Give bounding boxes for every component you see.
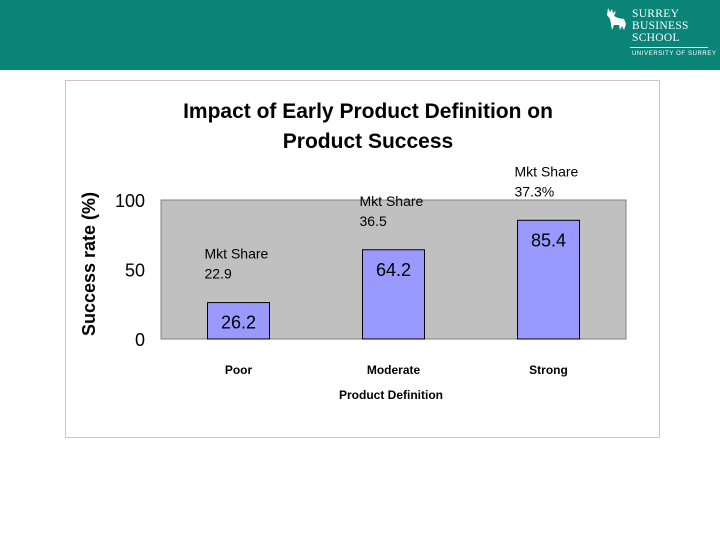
annotation-value: 36.5	[360, 213, 387, 229]
x-axis-label: Product Definition	[339, 388, 443, 402]
annotation-title: Mkt Share	[205, 246, 269, 262]
logo-divider	[630, 47, 708, 48]
annotation-title: Mkt Share	[360, 193, 424, 209]
chart-frame: Impact of Early Product Definition on Pr…	[65, 80, 660, 438]
stag-icon	[607, 8, 626, 30]
y-axis-label: Success rate (%)	[79, 192, 99, 336]
bar	[207, 302, 270, 340]
bar-value-label: 26.2	[221, 313, 256, 333]
x-tick-label: Poor	[225, 363, 253, 377]
header-bar: SURREY BUSINESS SCHOOL UNIVERSITY OF SUR…	[0, 0, 720, 70]
annotation-value: 22.9	[205, 266, 232, 282]
bar-value-label: 64.2	[376, 260, 411, 280]
annotation-value: 37.3%	[515, 183, 555, 199]
logo-line-3: SCHOOL	[632, 32, 680, 44]
bar	[362, 249, 425, 340]
logo-line-1: SURREY	[632, 8, 680, 20]
logo-line-2: BUSINESS	[632, 20, 689, 32]
y-tick-label: 50	[125, 261, 145, 281]
y-tick-label: 100	[115, 191, 145, 211]
bar-chart: Impact of Early Product Definition on Pr…	[79, 100, 627, 402]
bar-value-label: 85.4	[531, 230, 566, 250]
logo-subtitle: UNIVERSITY OF SURREY	[632, 51, 717, 57]
x-tick-label: Moderate	[367, 363, 421, 377]
surrey-business-school-logo: SURREY BUSINESS SCHOOL UNIVERSITY OF SUR…	[602, 6, 716, 64]
chart-title-line-1: Impact of Early Product Definition on	[183, 100, 553, 123]
y-tick-label: 0	[135, 330, 145, 350]
annotation-title: Mkt Share	[515, 163, 579, 179]
x-tick-label: Strong	[529, 363, 568, 377]
chart-title-line-2: Product Success	[283, 130, 453, 153]
bar	[517, 219, 580, 340]
